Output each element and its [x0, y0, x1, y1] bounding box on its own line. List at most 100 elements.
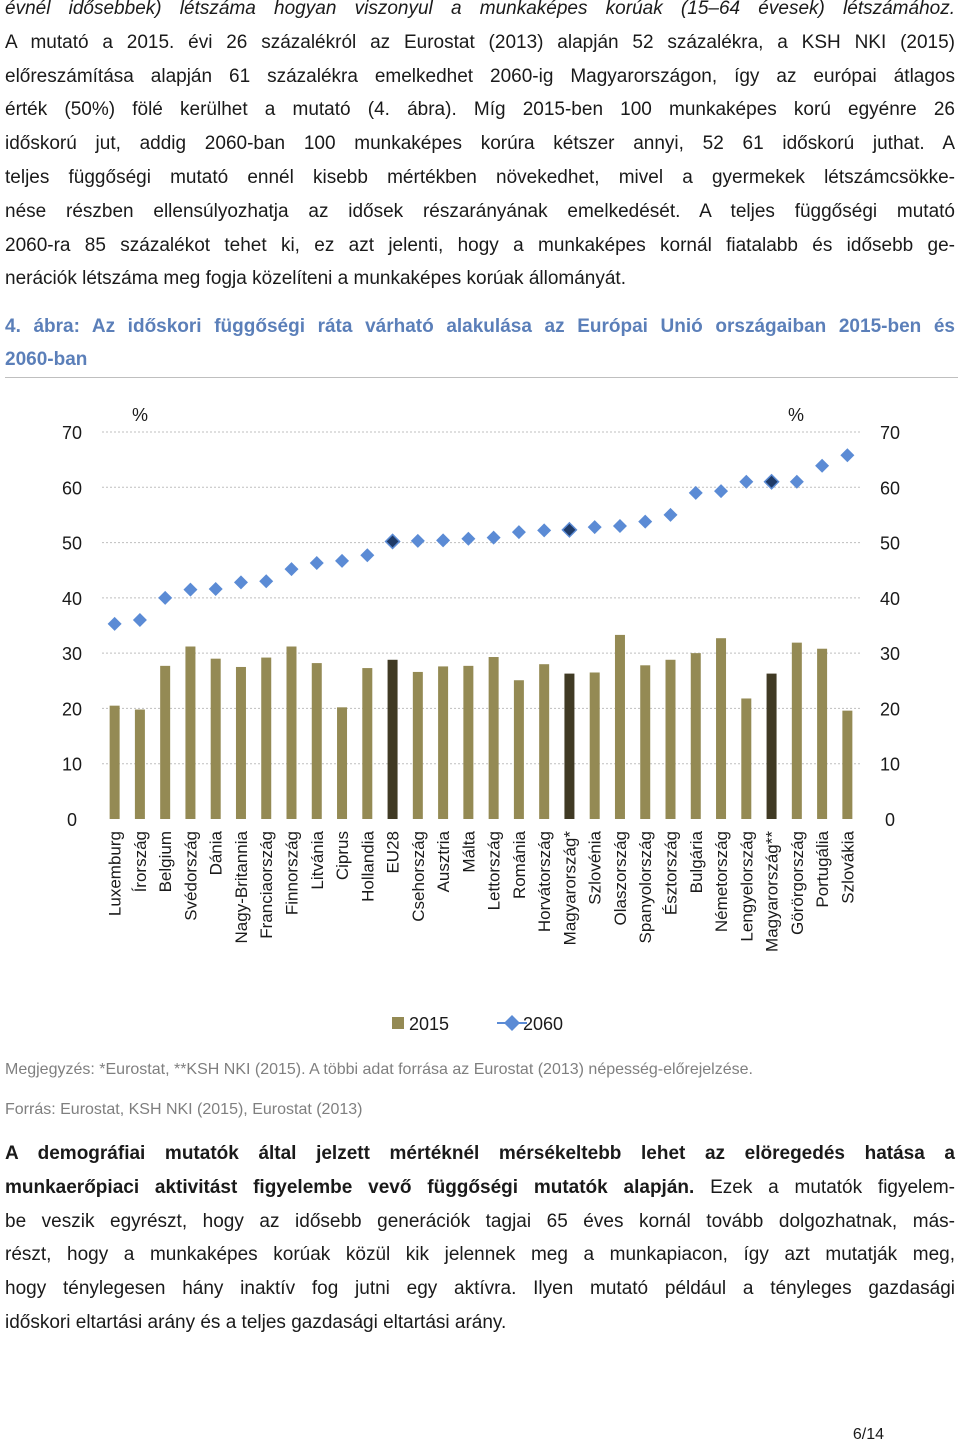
caption-line: 4. ábra: Az időskori függőségi ráta várh… [5, 316, 955, 337]
x-tick-label: Svédország [181, 831, 200, 921]
bar-2015 [488, 657, 499, 819]
marker-2060 [663, 507, 678, 522]
marker-2060 [638, 514, 653, 529]
bar-2015 [463, 665, 474, 819]
bar-2015 [564, 673, 575, 819]
x-tick-label: Dánia [207, 830, 226, 875]
intro-line: teljes függőségi mutató ennél kisebb mér… [5, 166, 955, 188]
dependency-ratio-chart: 0 10 20 30 40 50 60 70 0 10 20 30 40 50 60 70 Luxembur… [62, 405, 900, 1034]
marker-2060 [537, 523, 552, 538]
outro-rest: Ezek a mutatók figyelem- [694, 1176, 955, 1198]
y-tick-right: 20 [880, 699, 900, 719]
bar-2015 [640, 665, 651, 819]
x-tick-label: Lettország [485, 831, 504, 910]
marker-2060 [132, 612, 147, 627]
caption-line: 2060-ban [5, 349, 88, 370]
marker-2060 [158, 590, 173, 605]
marker-2060 [789, 474, 804, 489]
marker-2060 [587, 520, 602, 535]
chart-note: Megjegyzés: *Eurostat, **KSH NKI (2015).… [5, 1061, 753, 1078]
x-tick-label: Olaszország [611, 831, 630, 925]
x-tick-label: EU28 [384, 831, 403, 874]
bar-2015 [438, 666, 449, 819]
caption-rule [5, 377, 958, 378]
y-tick-left: 50 [62, 534, 82, 554]
y-axis-right: 0 10 20 30 40 50 60 70 [880, 423, 900, 830]
x-tick-label: Belgium [156, 831, 175, 892]
x-tick-label: Csehország [409, 831, 428, 922]
marker-2060 [335, 553, 350, 568]
x-tick-label: Lengyelország [737, 831, 756, 942]
marker-2060 [840, 448, 855, 463]
x-tick-label: Szlovénia [586, 830, 605, 904]
bars-2015 [109, 634, 853, 819]
x-tick-label: Ciprus [333, 831, 352, 880]
y-tick-left: 70 [62, 423, 82, 443]
marker-2060 [259, 574, 274, 589]
marker-2060 [688, 485, 703, 500]
x-tick-label: Magyarország* [560, 831, 579, 946]
y-axis-left: 0 10 20 30 40 50 60 70 [62, 423, 82, 830]
bar-2015 [235, 666, 246, 819]
intro-line: nerációk létszáma meg fogja közelíteni a… [5, 268, 626, 290]
bar-2015 [311, 663, 322, 819]
y-tick-left: 0 [67, 810, 77, 830]
marker-2060 [561, 521, 578, 538]
bar-2015 [513, 680, 524, 819]
intro-line: nése részben ellensúlyozhatja az idősek … [5, 200, 955, 222]
y-tick-right: 50 [880, 534, 900, 554]
bar-2015 [134, 709, 145, 819]
outro-bold-lead: munkaerőpiaci aktivitást figyelembe vevő… [5, 1176, 695, 1198]
marker-2060 [284, 562, 299, 577]
y-unit-left: % [132, 405, 148, 425]
marker-2060 [233, 575, 248, 590]
y-tick-left: 10 [62, 755, 82, 775]
legend-marker-2060 [504, 1015, 520, 1031]
x-tick-label: Románia [510, 830, 529, 899]
y-tick-right: 0 [885, 810, 895, 830]
x-tick-label: Bulgária [687, 830, 706, 893]
x-tick-label: Portugália [813, 830, 832, 907]
x-tick-label: Nagy-Britannia [232, 830, 251, 943]
bar-2015 [109, 705, 120, 819]
outro-line: részt, hogy a munkaképes korúak közül ki… [5, 1244, 955, 1266]
outro-line: munkaerőpiaci aktivitást figyelembe vevő… [5, 1171, 955, 1205]
y-unit-right: % [788, 405, 804, 425]
intro-line: évnél idősebbek) létszáma hogyan viszony… [5, 0, 955, 19]
bar-2015 [539, 664, 550, 819]
marker-2060 [410, 533, 425, 548]
outro-paragraph: A demográfiai mutatók által jelzett mért… [5, 1137, 955, 1340]
bar-2015 [210, 658, 221, 819]
y-tick-right: 10 [880, 755, 900, 775]
bar-2015 [337, 707, 348, 819]
marker-2060 [815, 458, 830, 473]
x-tick-label: Finnország [283, 831, 302, 915]
y-tick-right: 70 [880, 423, 900, 443]
x-tick-label: Horvátország [535, 831, 554, 932]
figure-caption: 4. ábra: Az időskori függőségi ráta várh… [5, 310, 955, 376]
x-tick-label: Luxemburg [106, 831, 125, 916]
y-tick-left: 30 [62, 644, 82, 664]
bar-2015 [766, 673, 777, 819]
x-tick-label: Ausztria [434, 830, 453, 892]
marker-2060 [739, 474, 754, 489]
marker-2060 [309, 556, 324, 571]
marker-2060 [461, 531, 476, 546]
outro-line: A demográfiai mutatók által jelzett mért… [5, 1143, 955, 1164]
x-axis-labels: Luxemburg Írország Belgium Svédország Dánia N… [106, 830, 858, 951]
intro-line: időskorú jut, addig 2060-ban 100 munkaké… [5, 133, 955, 155]
x-tick-label: Magyarország** [763, 831, 782, 952]
bar-2015 [614, 634, 625, 819]
marker-2060 [714, 484, 729, 499]
marker-2060 [763, 473, 780, 490]
bar-2015 [261, 657, 272, 819]
marker-2060 [208, 582, 223, 597]
x-tick-label: Málta [459, 830, 478, 872]
y-tick-right: 30 [880, 644, 900, 664]
outro-line: hogy ténylegesen hány inaktív fog jutni … [5, 1278, 955, 1300]
y-tick-left: 60 [62, 478, 82, 498]
bar-2015 [741, 698, 752, 819]
intro-line: előreszámítása alapján 61 százalékra eme… [5, 65, 955, 87]
x-tick-label: Hollandia [358, 830, 377, 901]
legend: 2015 2060 [392, 1014, 563, 1034]
